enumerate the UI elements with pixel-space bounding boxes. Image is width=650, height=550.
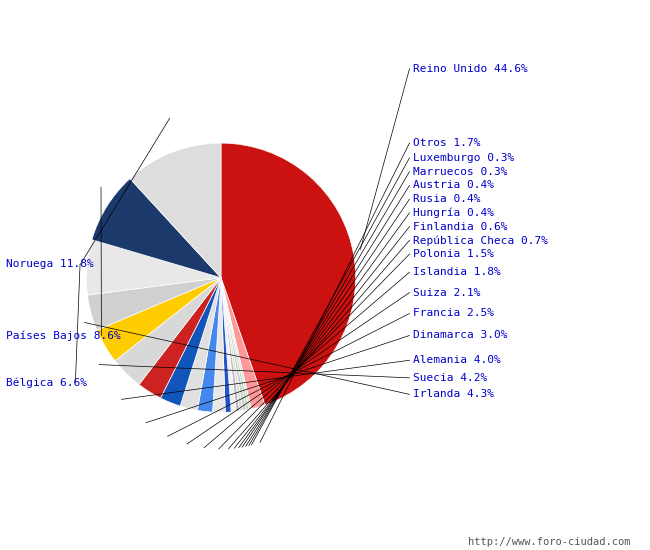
Wedge shape: [161, 278, 221, 406]
Wedge shape: [221, 143, 356, 405]
Wedge shape: [221, 278, 252, 410]
Wedge shape: [139, 278, 221, 398]
Wedge shape: [92, 179, 221, 278]
Wedge shape: [180, 278, 221, 410]
Text: Islandia 1.8%: Islandia 1.8%: [413, 267, 500, 277]
Text: http://www.foro-ciudad.com: http://www.foro-ciudad.com: [468, 537, 630, 547]
Wedge shape: [221, 278, 243, 411]
Text: Francia 2.5%: Francia 2.5%: [413, 309, 494, 318]
Text: Bélgica 6.6%: Bélgica 6.6%: [6, 377, 88, 388]
Text: Otros 1.7%: Otros 1.7%: [413, 138, 480, 148]
Wedge shape: [221, 278, 265, 409]
Wedge shape: [221, 278, 240, 411]
Text: Reino Unido 44.6%: Reino Unido 44.6%: [413, 64, 528, 74]
Text: Rusia 0.4%: Rusia 0.4%: [413, 194, 480, 204]
Text: Irlanda 4.3%: Irlanda 4.3%: [413, 389, 494, 399]
Text: Alemania 4.0%: Alemania 4.0%: [413, 355, 500, 365]
Text: Polonia 1.5%: Polonia 1.5%: [413, 249, 494, 259]
Text: Hungría 0.4%: Hungría 0.4%: [413, 207, 494, 218]
Text: Suiza 2.1%: Suiza 2.1%: [413, 288, 480, 298]
Text: Luxemburgo 0.3%: Luxemburgo 0.3%: [413, 153, 514, 163]
Text: Marruecos 0.3%: Marruecos 0.3%: [413, 167, 507, 177]
Wedge shape: [198, 278, 221, 412]
Wedge shape: [88, 278, 221, 330]
Wedge shape: [130, 143, 221, 278]
Text: Dinamarca 3.0%: Dinamarca 3.0%: [413, 331, 507, 340]
Wedge shape: [221, 278, 246, 411]
Wedge shape: [221, 278, 249, 410]
Text: Rojales - Turistas extranjeros según país - Abril de 2024: Rojales - Turistas extranjeros según paí…: [75, 15, 575, 31]
Wedge shape: [221, 278, 236, 412]
Wedge shape: [115, 278, 221, 384]
Text: Noruega 11.8%: Noruega 11.8%: [6, 259, 94, 269]
Wedge shape: [213, 278, 226, 412]
Wedge shape: [86, 240, 221, 295]
Wedge shape: [97, 278, 221, 361]
Text: Países Bajos 8.6%: Países Bajos 8.6%: [6, 330, 122, 341]
Text: Finlandia 0.6%: Finlandia 0.6%: [413, 222, 507, 232]
Text: Austria 0.4%: Austria 0.4%: [413, 180, 494, 190]
Text: Suecia 4.2%: Suecia 4.2%: [413, 373, 487, 383]
Wedge shape: [221, 278, 231, 412]
Text: República Checa 0.7%: República Checa 0.7%: [413, 235, 548, 246]
